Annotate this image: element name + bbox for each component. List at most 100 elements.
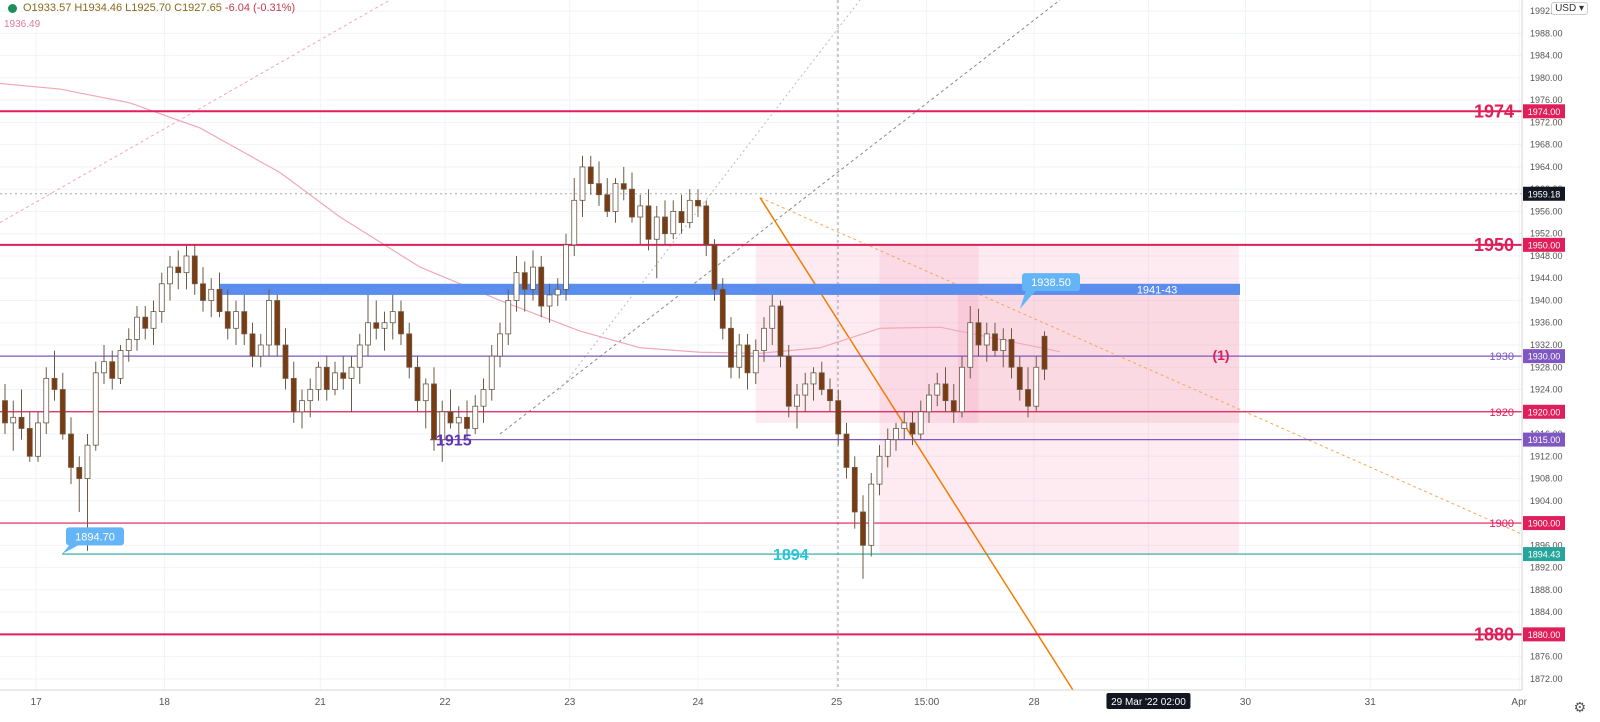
candle-body: [818, 372, 825, 390]
time-tick-label: 25: [831, 697, 843, 708]
candle-body: [909, 422, 916, 435]
shaded-zones: [755, 244, 1240, 555]
candle-body: [26, 428, 33, 457]
price-tick-label: 1888.00: [1530, 585, 1563, 595]
price-tick-label: 1904.00: [1530, 496, 1563, 506]
candle-body: [2, 400, 8, 424]
candle-body: [381, 322, 388, 329]
level-label-1900: 1900: [1490, 518, 1514, 530]
candle-body: [241, 311, 248, 335]
candle-body: [323, 366, 330, 390]
price-tick-label: 1968.00: [1530, 140, 1563, 150]
price-tick-label: 1980.00: [1530, 73, 1563, 83]
candle-body: [942, 383, 949, 402]
price-axis[interactable]: 1872.00 1876.00 1880.00 1884.00 1888.00 1892.…: [1521, 0, 1600, 722]
time-crosshair-text: 29 Mar '22 02:00: [1111, 697, 1186, 708]
candle-body: [208, 288, 215, 301]
candle-body: [356, 344, 363, 368]
candle-body: [249, 333, 256, 357]
price-badge-text: 1974.00: [1528, 107, 1561, 117]
candle-body: [472, 405, 479, 429]
price-badge-text: 1900.00: [1528, 519, 1561, 529]
candle-body: [571, 199, 578, 246]
candle-body: [563, 244, 569, 290]
candle-body: [233, 311, 239, 329]
candle-body: [596, 183, 602, 196]
price-badge-text: 1915.00: [1528, 435, 1561, 445]
candle-body: [191, 255, 198, 285]
dashed-trendline-grey: [499, 0, 1061, 435]
price-tick-label: 1988.00: [1530, 28, 1563, 38]
candle-body: [587, 166, 594, 185]
price-tick-label: 1964.00: [1530, 162, 1563, 172]
candle-body: [43, 377, 50, 424]
price-badge-1894: [1523, 547, 1565, 562]
candle-body: [843, 433, 850, 468]
currency-selector[interactable]: USD ▾: [1551, 2, 1588, 15]
candle-body: [637, 205, 644, 218]
candle-body: [348, 366, 355, 379]
candle-body: [480, 389, 487, 407]
ohlc-open: O1933.57: [23, 2, 72, 14]
candle-body: [917, 411, 924, 435]
ohlc-low: L1925.70: [125, 2, 172, 14]
candle-body: [332, 372, 338, 390]
callout-1894-text: 1894.70: [75, 531, 115, 543]
price-tick-label: 1956.00: [1530, 206, 1563, 216]
candle-body: [785, 355, 792, 407]
time-tick-label: 17: [31, 697, 43, 708]
candle-body: [777, 305, 784, 357]
candle-body: [711, 244, 718, 290]
candle-body: [752, 350, 759, 374]
time-tick-label: 31: [1365, 697, 1377, 708]
candle-body: [282, 344, 289, 379]
candle-body: [373, 322, 380, 329]
candle-body: [579, 166, 586, 201]
candle-body: [860, 511, 866, 546]
price-tick-label: 1928.00: [1530, 362, 1563, 372]
candle-body: [257, 344, 264, 357]
price-tick-label: 1940.00: [1530, 295, 1563, 305]
time-axis[interactable]: 17 18 21 22 23 24 25 15:00 28 29 Mar '22 02:00 30 3…: [0, 689, 1600, 722]
price-tick-label: 1944.00: [1530, 273, 1563, 283]
candle-body: [175, 266, 182, 274]
time-tick-label: 15:00: [914, 697, 939, 708]
candle-body: [183, 255, 190, 274]
candle-body: [76, 467, 83, 479]
callout-1894-box: [66, 527, 124, 546]
level-label-1950: 1950: [1474, 235, 1514, 255]
ohlc-close: C1927.65: [174, 2, 222, 14]
candle-body: [761, 327, 767, 351]
level-label-1930: 1930: [1490, 351, 1514, 363]
gear-icon[interactable]: ⚙: [1573, 699, 1586, 715]
candle-body: [109, 361, 116, 379]
candle-body: [736, 344, 743, 368]
candle-body: [884, 439, 891, 457]
candle-body: [662, 216, 668, 235]
last-price-text: 1959.18: [1528, 189, 1561, 199]
level-label-1920: 1920: [1490, 407, 1514, 419]
time-tick-label: 24: [692, 697, 704, 708]
candle-body: [1033, 366, 1040, 407]
ma-value: 1936.49: [4, 19, 41, 30]
shaded-zone-inner: [957, 294, 1240, 423]
candle-body: [117, 350, 124, 379]
last-price-badge: [1523, 186, 1565, 201]
candle-body: [686, 199, 693, 223]
price-tick-label: 1892.00: [1530, 563, 1563, 573]
candle-body: [365, 322, 371, 346]
callout-1938-box: [1022, 273, 1080, 292]
candle-body: [200, 283, 206, 301]
candle-body: [521, 272, 528, 290]
candle-body: [827, 389, 833, 402]
candle-body: [612, 183, 619, 212]
candle-body: [488, 355, 495, 390]
candle-body: [926, 394, 932, 413]
candle-body: [167, 266, 173, 285]
candle-body: [389, 311, 396, 324]
candle-body: [51, 377, 58, 390]
candle-body: [893, 428, 899, 440]
time-crosshair-badge: [1106, 693, 1191, 709]
price-tick-label: 1992.00: [1530, 6, 1563, 16]
